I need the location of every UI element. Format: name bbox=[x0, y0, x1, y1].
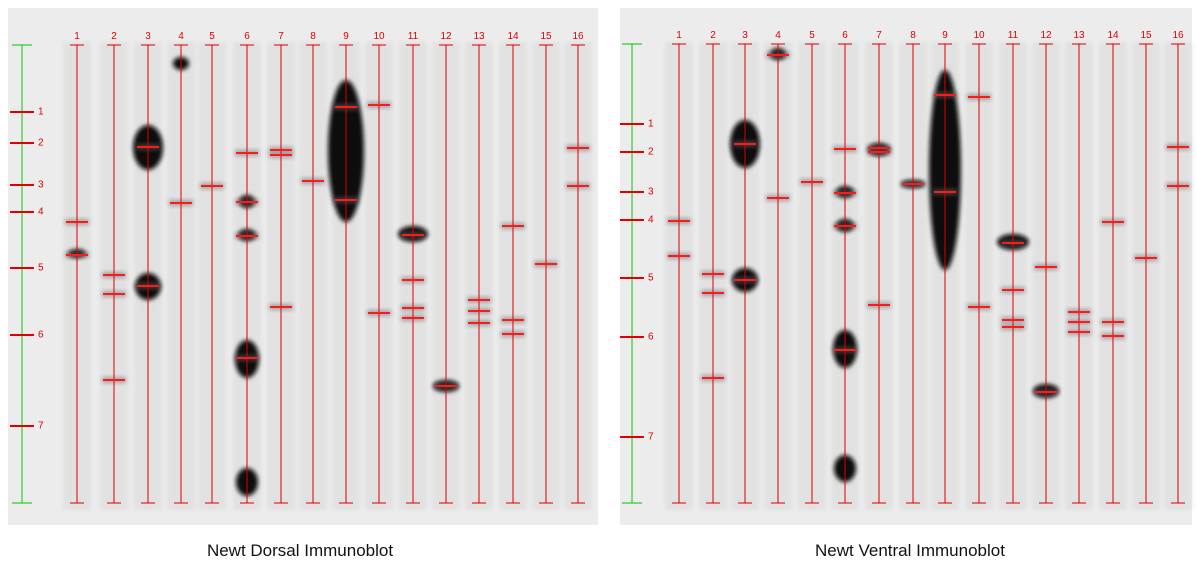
marker-label: 5 bbox=[648, 273, 654, 284]
lane-number: 15 bbox=[1140, 30, 1152, 41]
lane-number: 10 bbox=[373, 31, 385, 42]
marker-label: 1 bbox=[38, 107, 44, 118]
lane-number: 1 bbox=[74, 31, 80, 42]
marker-label: 4 bbox=[38, 207, 44, 218]
marker-label: 7 bbox=[648, 432, 654, 443]
lane-number: 16 bbox=[572, 31, 584, 42]
lane-number: 15 bbox=[540, 31, 552, 42]
lane-number: 2 bbox=[710, 30, 716, 41]
lane-number: 5 bbox=[809, 30, 815, 41]
marker-label: 1 bbox=[648, 119, 654, 130]
lane-number: 8 bbox=[910, 30, 916, 41]
panel-caption: Newt Dorsal Immunoblot bbox=[207, 541, 393, 560]
panel-caption: Newt Ventral Immunoblot bbox=[815, 541, 1005, 560]
marker-label: 3 bbox=[648, 187, 654, 198]
lane-number: 12 bbox=[1040, 30, 1052, 41]
lane-number: 13 bbox=[473, 31, 485, 42]
lane-number: 4 bbox=[775, 30, 781, 41]
lane-number: 7 bbox=[876, 30, 882, 41]
lane-number: 9 bbox=[343, 31, 349, 42]
marker-label: 3 bbox=[38, 180, 44, 191]
lane-number: 6 bbox=[842, 30, 848, 41]
lane-number: 5 bbox=[209, 31, 215, 42]
lane-number: 12 bbox=[440, 31, 452, 42]
lane-number: 4 bbox=[178, 31, 184, 42]
lane-number: 13 bbox=[1073, 30, 1085, 41]
marker-label: 2 bbox=[38, 138, 44, 149]
lane-number: 16 bbox=[1172, 30, 1184, 41]
lane-number: 1 bbox=[676, 30, 682, 41]
marker-label: 2 bbox=[648, 147, 654, 158]
lane-number: 11 bbox=[408, 31, 419, 42]
lane-number: 3 bbox=[742, 30, 748, 41]
marker-label: 5 bbox=[38, 263, 44, 274]
lane-number: 14 bbox=[1107, 30, 1119, 41]
lane-number: 8 bbox=[310, 31, 316, 42]
lane-number: 3 bbox=[145, 31, 151, 42]
lane-number: 9 bbox=[942, 30, 948, 41]
lane-number: 11 bbox=[1008, 30, 1019, 41]
marker-label: 6 bbox=[648, 332, 654, 343]
lane-number: 7 bbox=[278, 31, 284, 42]
lane-number: 2 bbox=[111, 31, 117, 42]
lane-number: 14 bbox=[507, 31, 519, 42]
marker-label: 6 bbox=[38, 330, 44, 341]
lane-number: 10 bbox=[973, 30, 985, 41]
marker-label: 4 bbox=[648, 215, 654, 226]
marker-label: 7 bbox=[38, 421, 44, 432]
lane-number: 6 bbox=[244, 31, 250, 42]
